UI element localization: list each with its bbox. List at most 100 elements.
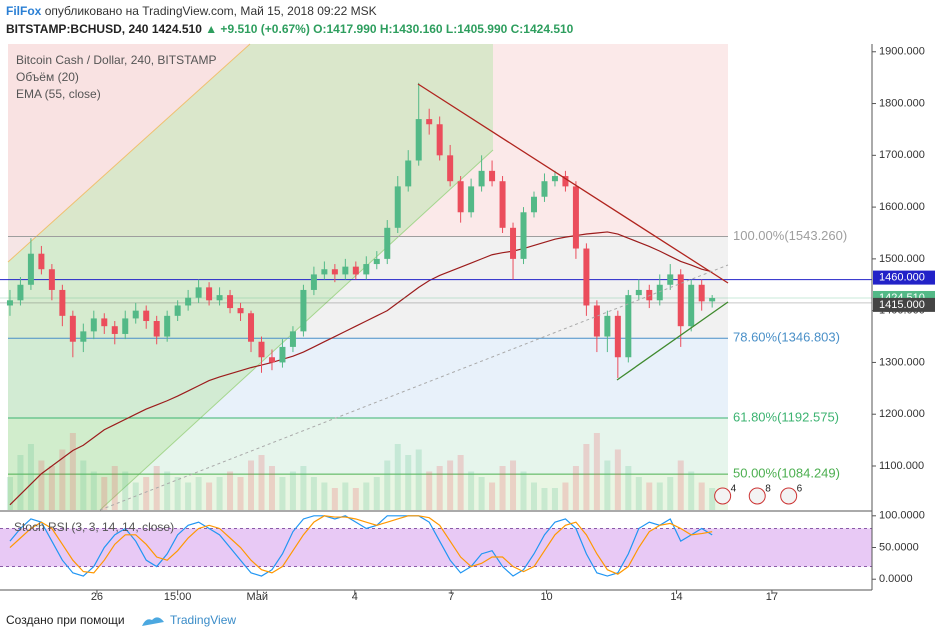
ohlc: O:1417.990 H:1430.160 L:1405.990 C:1424.… (313, 22, 574, 36)
ema-line (9, 231, 713, 506)
volume-bar (268, 466, 275, 510)
candle-body (468, 186, 475, 213)
published: опубликовано на TradingView.com, Май 15,… (44, 4, 377, 18)
candle-body (352, 266, 359, 275)
y-tick-label: 0.0000 (879, 573, 913, 585)
volume-bar (572, 466, 579, 510)
candle-body (530, 196, 537, 213)
volume-bar (90, 471, 97, 510)
volume-bar (227, 471, 234, 510)
stoch-line (9, 515, 713, 575)
candle-body (17, 284, 24, 301)
volume-bar (342, 482, 349, 510)
volume-bar (405, 455, 412, 510)
candle-body (164, 315, 171, 337)
candle-body (258, 341, 265, 358)
volume-bar (415, 449, 422, 510)
candle-body (384, 227, 391, 259)
volume-bar (195, 477, 202, 510)
volume-bar (489, 482, 496, 510)
volume-bar (174, 477, 181, 510)
candle-body (478, 170, 485, 187)
candle-body (635, 289, 642, 296)
trendline (417, 83, 729, 284)
volume-bar (457, 455, 464, 510)
candle-body (415, 119, 422, 161)
candle-body (227, 295, 234, 309)
candle-body (279, 346, 286, 363)
candle-body (153, 321, 160, 337)
footer-brand[interactable]: TradingView (170, 613, 236, 627)
candle-body (698, 284, 705, 302)
candle-body (457, 181, 464, 213)
volume-bar (206, 482, 213, 510)
volume-bar (248, 460, 255, 510)
candle-body (436, 124, 443, 156)
volume-bar (384, 460, 391, 510)
y-tick-label: 1900.000 (879, 46, 925, 58)
candle-body (111, 326, 118, 334)
footer-text: Создано при помощи (6, 613, 125, 627)
volume-bar (583, 444, 590, 510)
price-label: 1460.000 (879, 271, 925, 283)
plot-layer (0, 82, 872, 577)
candle-body (38, 253, 45, 270)
volume-bar (541, 488, 548, 510)
candle-body (583, 248, 590, 306)
header-line: FilFox опубликовано на TradingView.com, … (6, 4, 377, 18)
channel-line (99, 149, 494, 511)
pane-title: Stoch RSI (3, 3, 14, 14, close) (14, 520, 174, 534)
y-tick-label: 100.0000 (879, 510, 925, 522)
legend-entry: Объём (20) (16, 70, 79, 84)
y-tick-label: 1800.000 (879, 97, 925, 109)
event-icon (780, 487, 798, 505)
symbol: BITSTAMP:BCHUSD, 240 (6, 22, 149, 36)
candle-body (593, 305, 600, 337)
candle-body (572, 186, 579, 249)
candle-body (185, 297, 192, 306)
price-label-bg (873, 270, 935, 285)
volume-bar (698, 482, 705, 510)
candle-body (143, 310, 150, 322)
event-count: 8 (765, 484, 771, 495)
candle-body (132, 310, 139, 319)
volume-bar (258, 455, 265, 510)
candle-body (122, 318, 129, 334)
fib-label: 78.60%(1346.803) (733, 330, 840, 345)
volume-bar (677, 460, 684, 510)
volume-bar (48, 466, 55, 510)
fib-label: 100.00%(1543.260) (733, 228, 847, 243)
volume-bar (709, 488, 716, 510)
volume-bar (80, 460, 87, 510)
volume-bar (17, 455, 24, 510)
candle-body (248, 313, 255, 342)
candle-body (604, 315, 611, 337)
volume-bar (510, 460, 517, 510)
candle-body (237, 308, 244, 314)
legend-entry: EMA (55, close) (16, 87, 101, 101)
volume-bar (363, 482, 370, 510)
candle-body (331, 269, 338, 275)
candle-body (268, 357, 275, 363)
y-tick-label: 50.0000 (879, 541, 919, 553)
volume-bar (551, 488, 558, 510)
volume-bar (164, 471, 171, 510)
volume-bar (667, 477, 674, 510)
volume-bar (373, 477, 380, 510)
candle-body (677, 274, 684, 327)
volume-bar (300, 466, 307, 510)
y-tick-label: 1200.000 (879, 408, 925, 420)
volume-bar (468, 471, 475, 510)
volume-bar (59, 449, 66, 510)
volume-bar (447, 460, 454, 510)
candle-body (373, 258, 380, 265)
trendline (616, 301, 729, 381)
volume-bar (625, 466, 632, 510)
price-label-bg (873, 297, 935, 312)
candle-body (300, 289, 307, 332)
change: ▲ +9.510 (+0.67%) (205, 22, 310, 36)
candle-body (562, 176, 569, 187)
volume-bar (593, 433, 600, 510)
candle-body (59, 289, 66, 316)
volume-bar (101, 477, 108, 510)
